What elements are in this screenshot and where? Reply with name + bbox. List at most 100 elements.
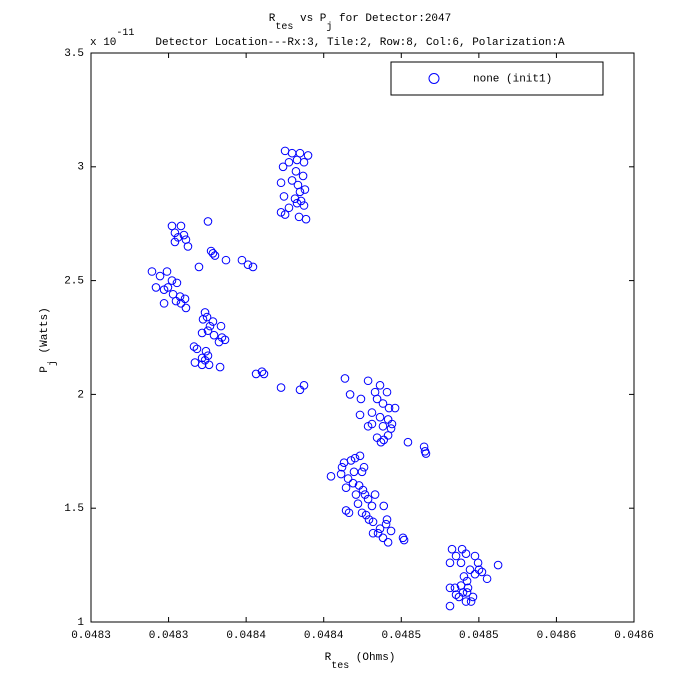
scatter-point: [355, 451, 365, 461]
plot-frame: [90, 52, 635, 623]
scatter-point: [276, 178, 286, 188]
scatter-point: [176, 299, 186, 308]
text-segment: j: [47, 360, 59, 366]
scatter-point: [215, 362, 225, 372]
scatter-point: [382, 387, 392, 397]
scatter-point: [203, 217, 213, 226]
scatter-point: [299, 380, 309, 390]
legend-box: [390, 61, 604, 96]
chart-title: Rtes vs Pj for Detector:2047: [269, 13, 451, 33]
scatter-point: [461, 597, 471, 606]
scatter-point: [210, 251, 220, 260]
scatter-point: [287, 176, 297, 185]
scatter-point: [295, 187, 305, 197]
scatter-point: [208, 248, 218, 258]
scatter-point: [221, 255, 231, 265]
chart-subtitle: Detector Location---Rx:3, Tile:2, Row:8,…: [155, 37, 565, 49]
scatter-point: [367, 419, 377, 429]
scatter-point: [390, 403, 400, 413]
scatter-point: [279, 192, 289, 201]
text-segment: (Watts): [39, 307, 51, 360]
scatter-point: [214, 337, 224, 347]
scatter-point: [373, 528, 383, 538]
scatter-point: [205, 321, 215, 331]
scatter-point: [162, 267, 172, 276]
scatter-point: [379, 435, 389, 445]
scatter-point: [463, 583, 473, 593]
scatter-point: [372, 394, 382, 404]
scatter-point: [326, 472, 336, 481]
scatter-point: [276, 208, 286, 217]
scatter-point: [189, 342, 199, 351]
scatter-point: [387, 419, 397, 429]
scatter-point: [155, 271, 165, 281]
scatter-point: [386, 526, 396, 536]
scatter-point: [370, 490, 380, 499]
scatter-point: [296, 196, 306, 206]
scatter-point: [173, 233, 183, 242]
scatter-point: [220, 335, 230, 345]
scatter-point: [360, 490, 370, 499]
scatter-point: [344, 508, 354, 518]
text-segment: for Detector:2047: [332, 13, 451, 25]
scatter-point: [299, 201, 309, 210]
scatter-point: [353, 499, 363, 508]
scatter-point: [171, 296, 181, 306]
scatter-point: [163, 283, 173, 292]
scatter-point: [172, 278, 182, 288]
scatter-point: [378, 421, 388, 431]
scatter-point: [341, 506, 351, 515]
scatter-point: [194, 262, 204, 272]
y-tick-label: 3: [77, 162, 84, 174]
scatter-point: [367, 501, 377, 511]
scatter-point: [383, 431, 393, 440]
scatter-point: [300, 185, 310, 194]
scatter-point: [403, 437, 413, 447]
scatter-point: [376, 437, 386, 447]
scatter-point: [197, 328, 207, 338]
scatter-point: [399, 535, 409, 545]
scatter-point: [170, 228, 180, 238]
scatter-point: [459, 572, 469, 581]
text-segment: R: [269, 13, 276, 25]
scatter-point: [473, 558, 483, 568]
scatter-point: [290, 194, 300, 203]
scatter-point: [181, 303, 191, 313]
scatter-point: [284, 157, 294, 167]
scatter-point: [299, 157, 309, 167]
scatter-point: [382, 515, 392, 524]
scatter-point: [458, 588, 468, 597]
text-segment: vs P: [293, 13, 326, 25]
scatter-point: [421, 449, 431, 458]
scatter-point: [208, 317, 218, 326]
scatter-point: [301, 214, 311, 224]
scatter-point: [192, 344, 202, 354]
scatter-point: [248, 262, 258, 272]
y-multiplier: x 10-11: [90, 28, 134, 49]
scatter-point: [363, 376, 373, 386]
scatter-point: [278, 162, 288, 172]
x-tick-label: 0.0486: [614, 630, 654, 642]
scatter-point: [445, 558, 455, 568]
scatter-point: [368, 517, 378, 527]
scatter-point: [356, 394, 366, 404]
text-segment: (Ohms): [349, 652, 395, 664]
scatter-point: [203, 326, 213, 335]
scatter-point: [378, 533, 388, 543]
scatter-point: [461, 549, 471, 559]
scatter-point: [363, 494, 373, 504]
text-segment: -11: [116, 28, 134, 39]
scatter-point: [351, 490, 361, 499]
x-tick-label: 0.0485: [381, 630, 421, 642]
scatter-point: [202, 312, 212, 322]
scatter-point: [336, 469, 346, 479]
scatter-point: [384, 403, 394, 413]
scatter-point: [339, 458, 349, 467]
scatter-point: [367, 408, 377, 417]
scatter-point: [447, 544, 457, 554]
text-segment: R: [325, 652, 332, 664]
legend-label: none (init1): [473, 73, 552, 85]
scatter-point: [364, 515, 374, 524]
scatter-point: [474, 565, 484, 574]
